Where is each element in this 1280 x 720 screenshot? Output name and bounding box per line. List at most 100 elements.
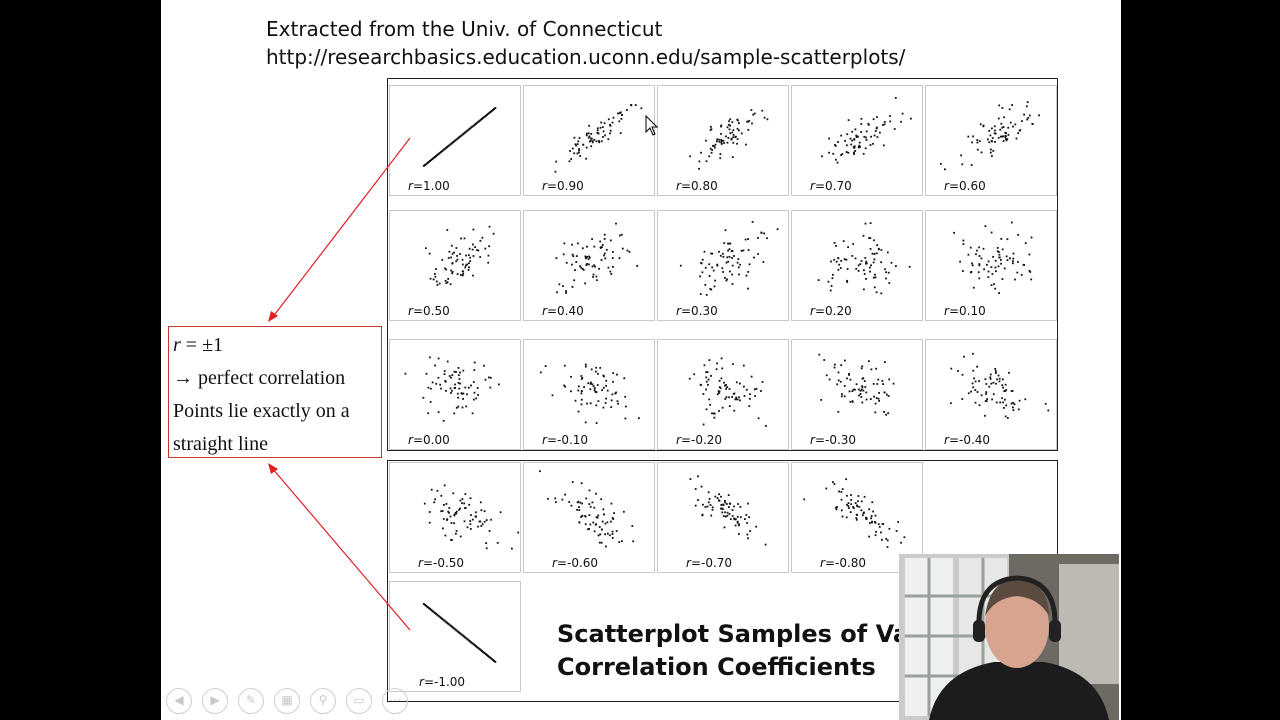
correlation-label: r=-0.50 (418, 556, 464, 570)
scatter-point (856, 505, 859, 508)
zoom-icon: ⚲ (318, 693, 328, 707)
scatter-point (591, 140, 594, 143)
scatter-point (593, 138, 596, 141)
scatter-point (704, 506, 707, 508)
scatter-point (723, 242, 726, 244)
scatter-point (711, 412, 713, 415)
scatter-point (438, 615, 441, 618)
scatter-point (466, 526, 469, 529)
prev-slide-button[interactable]: ◀ (166, 688, 192, 714)
scatter-point (727, 494, 730, 496)
scatter-point (765, 425, 767, 427)
scatter-point (463, 237, 466, 240)
scatter-point (997, 117, 1000, 120)
correlation-value: 0.30 (691, 304, 718, 318)
scatter-point (747, 120, 750, 123)
scatter-point (442, 149, 445, 152)
scatter-point (481, 236, 484, 239)
scatter-point (428, 511, 431, 513)
scatter-point (863, 135, 866, 138)
scatter-point (477, 525, 479, 528)
scatter-point (638, 417, 640, 420)
scatter-point (471, 518, 474, 521)
scatter-point (601, 244, 604, 246)
scatter-point (878, 526, 881, 528)
scatter-point (458, 508, 460, 511)
scatter-point (719, 387, 722, 390)
scatter-point (743, 385, 745, 388)
scatter-point (455, 510, 458, 513)
scatter-point (830, 260, 832, 263)
scatter-point (869, 222, 872, 224)
more-options-button[interactable]: ⋯ (382, 688, 408, 714)
scatter-point (615, 222, 617, 225)
scatter-point (729, 242, 732, 245)
scatter-point (728, 405, 731, 407)
scatter-point (620, 233, 623, 236)
scatter-point (900, 541, 902, 544)
scatter-point (714, 279, 717, 282)
scatter-point (722, 503, 724, 506)
scatter-point (440, 387, 442, 390)
scatter-point (454, 387, 456, 389)
zoom-button[interactable]: ⚲ (310, 688, 336, 714)
scatter-point (630, 104, 633, 107)
scatter-point (886, 539, 889, 542)
scatter-point (443, 148, 446, 151)
scatterplot-points (950, 352, 1050, 419)
scatter-point (578, 137, 581, 139)
scatter-point (700, 262, 702, 264)
scatter-point (554, 170, 557, 173)
scatter-point (489, 386, 492, 389)
scatter-point (599, 533, 602, 536)
scatter-point (737, 503, 739, 505)
scatter-point (459, 499, 462, 502)
scatter-point (431, 609, 434, 612)
scatter-point (586, 402, 588, 405)
scatter-point (869, 398, 872, 400)
scatter-point (603, 252, 606, 255)
scatter-point (453, 412, 456, 415)
scatter-point (448, 375, 451, 377)
scatter-point (718, 390, 721, 393)
next-slide-button[interactable]: ▶ (202, 688, 228, 714)
see-all-slides-button[interactable]: ▦ (274, 688, 300, 714)
scatter-point (908, 265, 911, 268)
scatter-point (451, 389, 453, 392)
scatter-point (839, 267, 842, 269)
scatter-point (987, 276, 990, 278)
scatter-point (972, 352, 974, 355)
scatter-point (859, 263, 862, 265)
scatter-point (861, 365, 864, 368)
scatter-point (430, 488, 433, 491)
scatter-point (562, 253, 565, 256)
scatter-point (852, 388, 855, 391)
scatter-point (469, 520, 472, 522)
scatter-point (832, 273, 834, 276)
scatter-point (496, 542, 499, 544)
scatter-point (575, 144, 578, 147)
scatter-point (988, 141, 991, 144)
scatter-point (720, 357, 723, 360)
scatter-point (733, 409, 736, 412)
scatter-point (760, 390, 762, 392)
scatter-point (874, 273, 876, 276)
scatter-point (450, 522, 453, 524)
scatter-point (712, 412, 715, 415)
scatter-point (1009, 257, 1011, 260)
scatter-point (985, 383, 988, 385)
scatter-point (441, 617, 444, 620)
scatter-point (1018, 399, 1021, 402)
scatter-point (587, 258, 590, 261)
scatter-point (887, 395, 890, 397)
scatter-point (734, 524, 737, 527)
scatter-point (987, 270, 990, 273)
correlation-label: r=-0.60 (552, 556, 598, 570)
scatter-point (858, 141, 861, 144)
pen-button[interactable]: ✎ (238, 688, 264, 714)
scatter-point (760, 231, 763, 234)
scatter-point (585, 134, 588, 137)
subtitles-button[interactable]: ▭ (346, 688, 372, 714)
correlation-label: r=-0.20 (676, 433, 722, 447)
scatter-point (572, 255, 575, 258)
